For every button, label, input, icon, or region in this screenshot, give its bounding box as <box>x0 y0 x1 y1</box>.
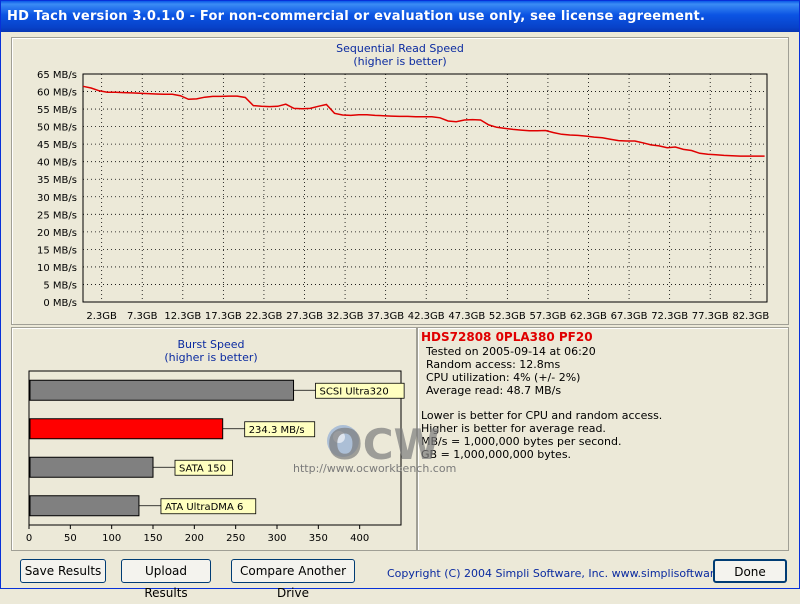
read-speed-line <box>82 85 765 157</box>
seq-y-tick-label: 65 MB/s <box>37 70 77 81</box>
seq-x-tick-label: 27.3GB <box>286 311 323 322</box>
seq-y-tick-label: 50 MB/s <box>37 123 77 134</box>
burst-speed-chart: 0 50 100 150 200 250 300 350 400 SCSI Ultra320 234… <box>26 370 405 544</box>
tested-on: Tested on 2005-09-14 at 06:20 <box>426 345 596 358</box>
seq-y-tick-label: 15 MB/s <box>37 245 77 256</box>
window-title: HD Tach version 3.0.1.0 - For non-commer… <box>7 9 706 24</box>
seq-y-tick-label: 10 MB/s <box>37 263 77 274</box>
burst-bar-label: SATA 150 <box>179 463 226 474</box>
seq-x-tick-label: 47.3GB <box>448 311 485 322</box>
note-higher-better: Higher is better for average read. <box>421 422 606 435</box>
compare-another-drive-button[interactable]: Compare Another Drive <box>231 559 355 600</box>
seq-y-tick-label: 45 MB/s <box>37 140 77 151</box>
drive-info-panel <box>417 327 789 551</box>
seq-x-tick-label: 82.3GB <box>732 311 769 322</box>
seq-plot-area <box>82 73 768 303</box>
burst-x-tick-label: 150 <box>143 533 162 544</box>
burst-x-tick-label: 300 <box>267 533 286 544</box>
seq-chart-title: Sequential Read Speed (higher is better) <box>291 42 509 68</box>
seq-y-tick-label: 5 MB/s <box>43 280 77 291</box>
seq-x-tick-label: 62.3GB <box>570 311 607 322</box>
seq-y-tick-label: 60 MB/s <box>37 88 77 99</box>
burst-x-tick-label: 50 <box>64 533 77 544</box>
seq-y-tick-label: 55 MB/s <box>37 105 77 116</box>
burst-label-box <box>174 459 233 476</box>
seq-x-tick-label: 2.3GB <box>86 311 117 322</box>
note-mbs-definition: MB/s = 1,000,000 bytes per second. <box>421 435 622 448</box>
burst-x-tick-label: 200 <box>185 533 204 544</box>
burst-bar <box>29 495 140 517</box>
average-read: Average read: 48.7 MB/s <box>426 384 562 397</box>
burst-x-tick-label: 0 <box>26 533 32 544</box>
burst-label-box <box>244 421 316 438</box>
seq-x-tick-label: 32.3GB <box>327 311 364 322</box>
seq-x-tick-label: 72.3GB <box>651 311 688 322</box>
burst-bar <box>29 456 154 478</box>
burst-label-box <box>160 498 257 515</box>
seq-x-tick-label: 67.3GB <box>611 311 648 322</box>
watermark-url: http://www.ocworkbench.com <box>293 462 457 475</box>
done-button[interactable]: Done <box>713 559 787 583</box>
seq-y-tick-label: 40 MB/s <box>37 158 77 169</box>
burst-bar-label: 234.3 MB/s <box>249 425 305 436</box>
seq-x-tick-label: 77.3GB <box>692 311 729 322</box>
burst-x-tick-label: 350 <box>309 533 328 544</box>
seq-chart-title-text: Sequential Read Speed <box>336 42 464 55</box>
seq-y-tick-label: 20 MB/s <box>37 228 77 239</box>
seq-x-tick-label: 37.3GB <box>367 311 404 322</box>
burst-chart-subtitle-text: (higher is better) <box>164 351 258 364</box>
seq-x-tick-label: 22.3GB <box>246 311 283 322</box>
burst-chart-title: Burst Speed (higher is better) <box>141 338 281 364</box>
random-access: Random access: 12.8ms <box>426 358 561 371</box>
burst-bar <box>29 379 295 401</box>
cpu-utilization: CPU utilization: 4% (+/- 2%) <box>426 371 581 384</box>
burst-x-tick-label: 250 <box>226 533 245 544</box>
ocw-watermark-logo: OCW <box>327 420 440 469</box>
burst-chart-title-text: Burst Speed <box>177 338 245 351</box>
burst-label-box <box>315 382 405 399</box>
seq-x-tick-label: 42.3GB <box>408 311 445 322</box>
note-lower-better: Lower is better for CPU and random acces… <box>421 409 663 422</box>
seq-y-tick-label: 35 MB/s <box>37 175 77 186</box>
burst-plot-area <box>28 370 402 526</box>
copyright-text: Copyright (C) 2004 Simpli Software, Inc.… <box>387 567 748 580</box>
seq-y-tick-label: 30 MB/s <box>37 193 77 204</box>
seq-x-tick-label: 7.3GB <box>127 311 158 322</box>
seq-x-tick-label: 52.3GB <box>489 311 526 322</box>
sequential-read-chart: 0 MB/s 5 MB/s 10 MB/s 15 MB/s 20 MB/s 25 MB/s… <box>37 70 769 322</box>
ocw-logo-text: OCW <box>327 420 440 469</box>
seq-y-tick-label: 0 MB/s <box>43 298 77 309</box>
burst-bar <box>29 418 224 440</box>
note-gb-definition: GB = 1,000,000,000 bytes. <box>421 448 572 461</box>
seq-x-tick-label: 57.3GB <box>529 311 566 322</box>
seq-x-tick-label: 12.3GB <box>164 311 201 322</box>
upload-results-button[interactable]: Upload Results <box>121 559 211 600</box>
title-bar: HD Tach version 3.0.1.0 - For non-commer… <box>1 1 799 32</box>
burst-x-tick-label: 100 <box>102 533 121 544</box>
burst-bar-label: ATA UltraDMA 6 <box>165 502 243 513</box>
burst-x-tick-label: 400 <box>350 533 369 544</box>
burst-bar-label: SCSI Ultra320 <box>320 386 389 397</box>
save-results-button[interactable]: Save Results <box>20 559 106 583</box>
seq-x-tick-label: 17.3GB <box>205 311 242 322</box>
seq-y-tick-label: 25 MB/s <box>37 210 77 221</box>
seq-chart-subtitle-text: (higher is better) <box>353 55 447 68</box>
drive-model: HDS72808 0PLA380 PF20 <box>421 330 593 344</box>
